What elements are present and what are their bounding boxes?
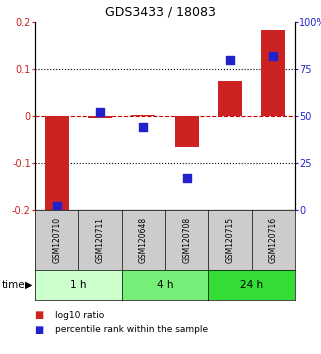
Text: GSM120716: GSM120716 [269,217,278,263]
Text: ■: ■ [34,310,43,320]
Text: GSM120648: GSM120648 [139,217,148,263]
Text: GDS3433 / 18083: GDS3433 / 18083 [105,6,216,18]
Text: GSM120708: GSM120708 [182,217,191,263]
Text: GSM120715: GSM120715 [225,217,235,263]
Bar [218,81,242,116]
Text: percentile rank within the sample: percentile rank within the sample [55,325,208,335]
Point [184,175,189,181]
Bar [131,115,155,116]
Bar [45,116,69,212]
Point [141,125,146,130]
Point [54,204,59,209]
Text: 24 h: 24 h [240,280,263,290]
Bar [261,30,285,116]
Text: ■: ■ [34,325,43,335]
Text: GSM120711: GSM120711 [96,217,105,263]
Text: 4 h: 4 h [157,280,173,290]
Text: GSM120710: GSM120710 [52,217,61,263]
Text: log10 ratio: log10 ratio [55,310,104,320]
Bar [175,116,199,147]
Text: 1 h: 1 h [70,280,87,290]
Text: time: time [2,280,25,290]
Text: ▶: ▶ [24,280,32,290]
Point [228,57,233,62]
Point [271,53,276,59]
Bar [88,116,112,118]
Point [98,109,103,115]
